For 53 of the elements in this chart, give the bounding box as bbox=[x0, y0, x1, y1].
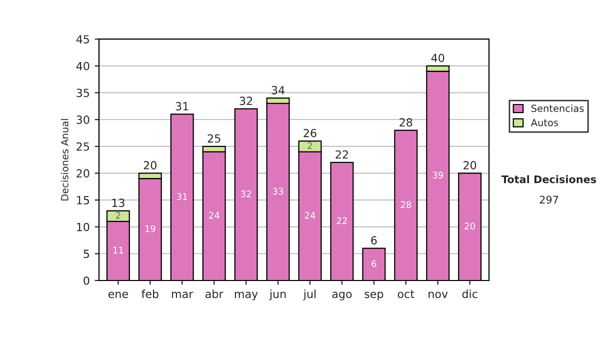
x-tick-label: dic bbox=[462, 290, 478, 298]
total-label: 20 bbox=[464, 161, 476, 170]
data-label: 39 bbox=[432, 172, 443, 179]
data-label: 2 bbox=[116, 212, 120, 219]
y-tick-label: 15 bbox=[77, 196, 89, 204]
data-label: 6 bbox=[372, 260, 376, 268]
total-label: 6 bbox=[371, 236, 377, 245]
x-tick-label: sep bbox=[364, 292, 384, 300]
total-label: 22 bbox=[336, 150, 348, 159]
x-tick-label: jul bbox=[303, 290, 316, 300]
data-label: 28 bbox=[400, 201, 412, 208]
y-tick-label: 0 bbox=[84, 276, 90, 285]
x-tick-label: may bbox=[234, 292, 258, 300]
data-label: 11 bbox=[113, 246, 124, 254]
data-label: 22 bbox=[336, 217, 347, 224]
x-tick-label: oct bbox=[398, 290, 414, 298]
legend-label: Autos bbox=[530, 119, 558, 126]
data-label: 19 bbox=[145, 225, 156, 232]
total-label: 20 bbox=[144, 161, 156, 170]
data-label: 20 bbox=[464, 222, 475, 230]
total-label: 34 bbox=[272, 86, 284, 94]
total-label: 32 bbox=[240, 96, 252, 106]
total-label: 40 bbox=[431, 54, 444, 62]
y-tick-label: 35 bbox=[76, 88, 89, 98]
x-tick-label: nov bbox=[428, 292, 448, 298]
total-label: 25 bbox=[208, 134, 220, 143]
text: 297 bbox=[540, 196, 558, 204]
y-tick-label: 5 bbox=[84, 250, 89, 258]
total-label: 28 bbox=[400, 118, 412, 127]
data-label: 24 bbox=[209, 212, 220, 219]
x-tick-label: mar bbox=[172, 292, 194, 298]
y-tick-label: 40 bbox=[76, 62, 90, 70]
x-tick-label: jun bbox=[269, 290, 286, 300]
text: Total Decisiones bbox=[501, 175, 596, 184]
y-tick-label: 25 bbox=[76, 142, 89, 151]
data-label: 31 bbox=[177, 193, 188, 200]
data-label: 32 bbox=[240, 190, 251, 198]
x-tick-label: feb bbox=[142, 290, 158, 298]
y-tick-label: 10 bbox=[77, 222, 90, 232]
y-tick-label: 45 bbox=[76, 35, 89, 44]
total-label: 31 bbox=[176, 102, 188, 110]
data-label: 2 bbox=[308, 142, 312, 149]
data-label: 33 bbox=[272, 188, 284, 195]
y-axis-title: Decisiones Anual bbox=[60, 119, 68, 200]
total-label: 26 bbox=[304, 128, 316, 138]
x-tick-label: abr bbox=[206, 290, 224, 298]
y-tick-label: 20 bbox=[76, 169, 90, 178]
legend-label: Sentencias bbox=[531, 104, 584, 112]
x-tick-label: ago bbox=[332, 292, 352, 300]
data-label: 24 bbox=[304, 212, 316, 219]
x-tick-label: ene bbox=[108, 292, 128, 298]
total-label: 13 bbox=[112, 198, 124, 207]
y-tick-label: 30 bbox=[76, 116, 90, 124]
